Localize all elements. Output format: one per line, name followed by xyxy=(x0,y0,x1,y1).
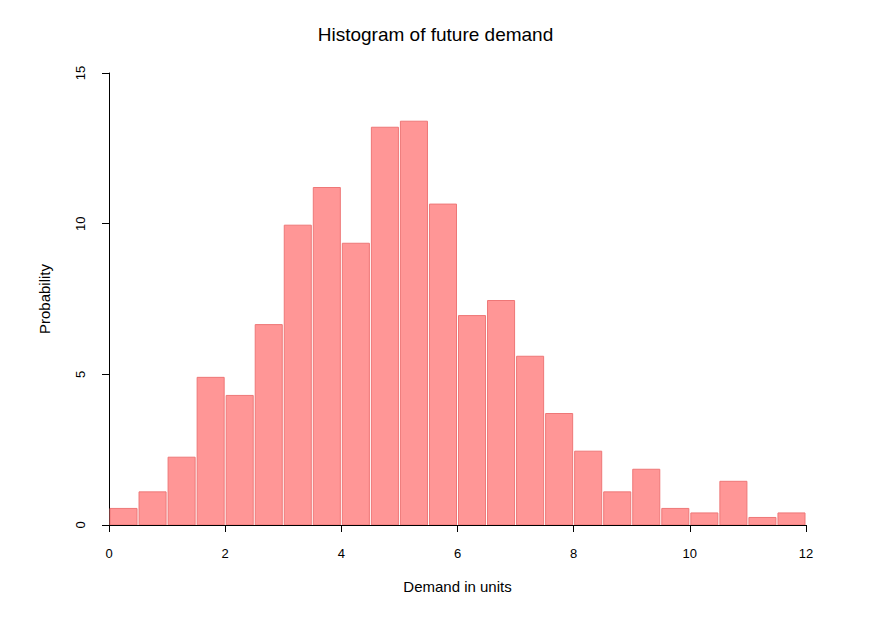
svg-text:4: 4 xyxy=(338,546,345,561)
svg-text:2: 2 xyxy=(222,546,229,561)
svg-text:6: 6 xyxy=(454,546,461,561)
svg-text:5: 5 xyxy=(73,371,88,378)
svg-text:0: 0 xyxy=(105,546,112,561)
svg-text:Probability: Probability xyxy=(36,263,53,334)
svg-text:10: 10 xyxy=(73,216,88,230)
svg-text:10: 10 xyxy=(683,546,697,561)
svg-text:12: 12 xyxy=(799,546,813,561)
svg-text:Demand in units: Demand in units xyxy=(403,578,511,595)
svg-text:15: 15 xyxy=(73,66,88,80)
svg-text:0: 0 xyxy=(73,521,88,528)
svg-text:8: 8 xyxy=(570,546,577,561)
svg-text:Histogram of future demand: Histogram of future demand xyxy=(318,24,554,45)
